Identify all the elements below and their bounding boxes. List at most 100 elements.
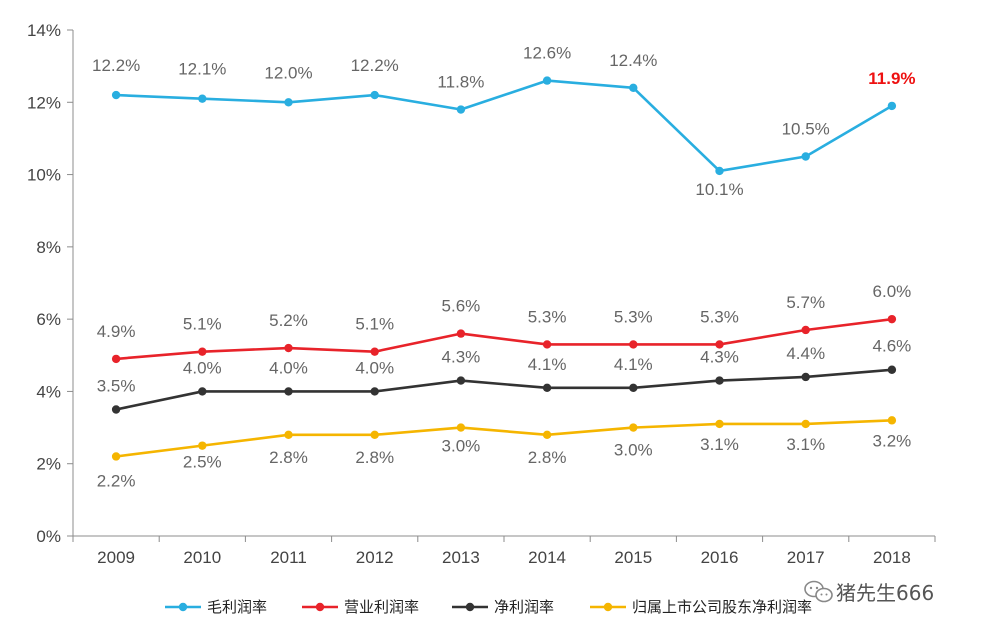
legend-swatch-marker: [603, 602, 613, 612]
data-point: [801, 372, 810, 382]
data-label: 10.1%: [695, 180, 743, 199]
data-label: 6.0%: [873, 282, 912, 301]
data-point: [198, 347, 207, 356]
data-label: 4.6%: [873, 337, 912, 356]
data-point: [715, 376, 724, 385]
data-label: 10.5%: [782, 120, 830, 139]
data-label: 5.2%: [269, 311, 308, 330]
data-point: [370, 430, 379, 439]
data-label: 4.1%: [614, 355, 653, 374]
data-label: 4.1%: [528, 355, 567, 374]
data-label: 5.3%: [528, 307, 567, 326]
y-tick-label: 12%: [27, 93, 61, 112]
data-label: 3.0%: [442, 437, 481, 456]
data-label: 12.2%: [92, 56, 140, 75]
y-tick-label: 2%: [36, 455, 61, 474]
data-point: [370, 347, 379, 356]
x-tick-label: 2015: [614, 548, 652, 567]
data-point: [370, 90, 379, 100]
y-tick-label: 10%: [27, 166, 61, 185]
data-label: 3.2%: [873, 431, 912, 450]
data-point: [629, 383, 638, 393]
data-point: [542, 430, 552, 439]
data-label: 2.5%: [183, 453, 222, 472]
data-label: 2.8%: [528, 448, 567, 467]
data-point: [111, 354, 121, 364]
y-tick-label: 0%: [36, 527, 61, 546]
data-labels: 12.2% 12.1% 12.0% 12.2% 11.8% 12.6% 12.4% 10.1%…: [92, 44, 916, 491]
data-point: [887, 365, 897, 374]
legend-label: 净利润率: [494, 598, 554, 616]
data-point: [198, 441, 207, 450]
data-point: [370, 387, 379, 396]
data-point: [456, 423, 466, 432]
series-lines: [111, 76, 897, 461]
data-label: 4.3%: [700, 348, 739, 367]
legend: 毛利润率 营业利润率 净利润率 归属上市公司股东净利润率: [165, 598, 812, 616]
data-point: [284, 343, 293, 353]
watermark: 猪先生666: [804, 580, 934, 605]
watermark-text: 猪先生666: [836, 581, 934, 605]
data-point: [542, 76, 552, 85]
data-point: [715, 166, 724, 176]
data-point: [887, 416, 897, 425]
y-tick-label: 14%: [27, 21, 61, 40]
data-point: [111, 90, 121, 100]
data-point: [887, 101, 897, 111]
data-label: 11.8%: [437, 73, 484, 92]
wechat-icon: [804, 580, 833, 603]
data-point: [629, 340, 638, 349]
data-point: [198, 94, 207, 103]
data-point: [629, 83, 638, 93]
y-tick-label: 4%: [36, 382, 61, 401]
x-tick-label: 2011: [270, 548, 307, 567]
data-point: [629, 423, 638, 432]
data-point: [715, 419, 724, 429]
data-label: 12.6%: [523, 44, 571, 63]
series-line: [115, 419, 892, 458]
y-tick-label: 6%: [36, 310, 61, 329]
data-label: 3.5%: [97, 377, 136, 396]
x-tick-label: 2016: [701, 548, 739, 567]
legend-label: 归属上市公司股东净利润率: [632, 598, 812, 616]
data-label: 4.3%: [442, 348, 481, 367]
x-tick-label: 2013: [442, 548, 480, 567]
data-point: [801, 152, 810, 161]
data-label: 3.0%: [614, 441, 653, 460]
data-point: [284, 98, 293, 107]
legend-swatch-marker: [465, 602, 475, 612]
legend-label: 毛利润率: [207, 598, 267, 616]
data-label: 4.9%: [97, 322, 136, 341]
x-tick-label: 2014: [528, 548, 566, 567]
series-line: [115, 368, 893, 411]
x-tick-label: 2012: [356, 548, 394, 567]
data-label: 5.3%: [700, 307, 739, 326]
data-point: [801, 419, 810, 429]
data-point: [456, 105, 466, 114]
series-line: [115, 317, 893, 361]
x-tick-label: 2018: [873, 548, 911, 567]
data-label: 5.6%: [442, 297, 481, 316]
data-label: 4.0%: [269, 358, 308, 377]
data-label: 11.9%: [868, 69, 915, 88]
x-tick-label: 2009: [97, 548, 135, 567]
data-point: [284, 387, 293, 396]
data-label: 12.2%: [351, 56, 399, 75]
data-point: [111, 452, 121, 461]
data-point: [111, 405, 121, 414]
y-tick-label: 8%: [36, 238, 61, 257]
data-point: [801, 325, 810, 335]
data-point: [887, 314, 897, 324]
data-point: [715, 340, 724, 349]
data-label: 5.1%: [183, 315, 222, 334]
data-point: [284, 430, 293, 439]
data-point: [542, 383, 552, 393]
legend-label: 营业利润率: [344, 598, 419, 616]
data-label: 4.0%: [355, 358, 394, 377]
data-label: 3.1%: [786, 435, 825, 454]
data-label: 5.3%: [614, 307, 653, 326]
data-point: [456, 376, 466, 385]
data-label: 3.1%: [700, 435, 739, 454]
x-tick-label: 2010: [183, 548, 221, 567]
